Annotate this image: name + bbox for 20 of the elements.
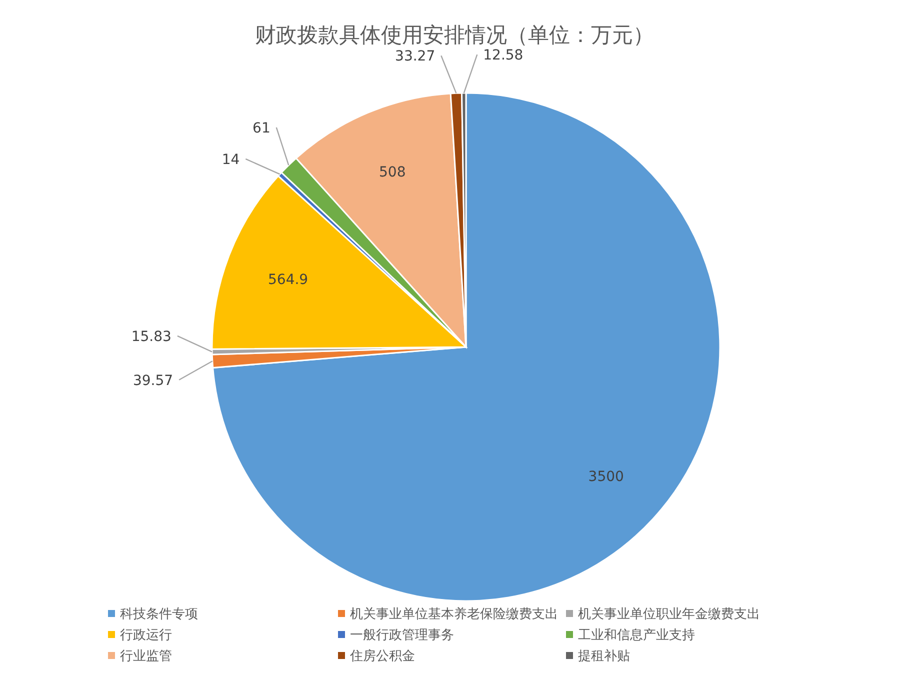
data-label: 3500 [588, 469, 624, 486]
data-label: 61 [252, 120, 270, 136]
legend-label: 行政运行 [120, 628, 172, 643]
data-label: 39.57 [132, 372, 174, 389]
legend-label: 行业监管 [120, 649, 172, 664]
data-label: 15.83 [131, 328, 172, 345]
legend-label: 科技条件专项 [120, 607, 198, 622]
pie-slice [212, 92, 721, 602]
legend-label: 一般行政管理事务 [350, 628, 454, 643]
data-label: 12.58 [483, 48, 524, 64]
data-label: 508 [379, 164, 406, 180]
legend-label: 住房公积金 [349, 648, 415, 664]
chart-title: 财政拨款具体使用安排情况（单位：万元） [255, 23, 654, 47]
legend-label: 提租补贴 [578, 649, 630, 664]
data-label: 33.27 [395, 48, 436, 65]
legend-label: 机关事业单位职业年金缴费支出 [578, 607, 760, 622]
legend-label: 机关事业单位基本养老保险缴费支出 [350, 606, 558, 622]
data-label: 14 [222, 152, 240, 168]
data-label: 564.9 [268, 272, 308, 288]
legend-label: 工业和信息产业支持 [578, 628, 695, 643]
